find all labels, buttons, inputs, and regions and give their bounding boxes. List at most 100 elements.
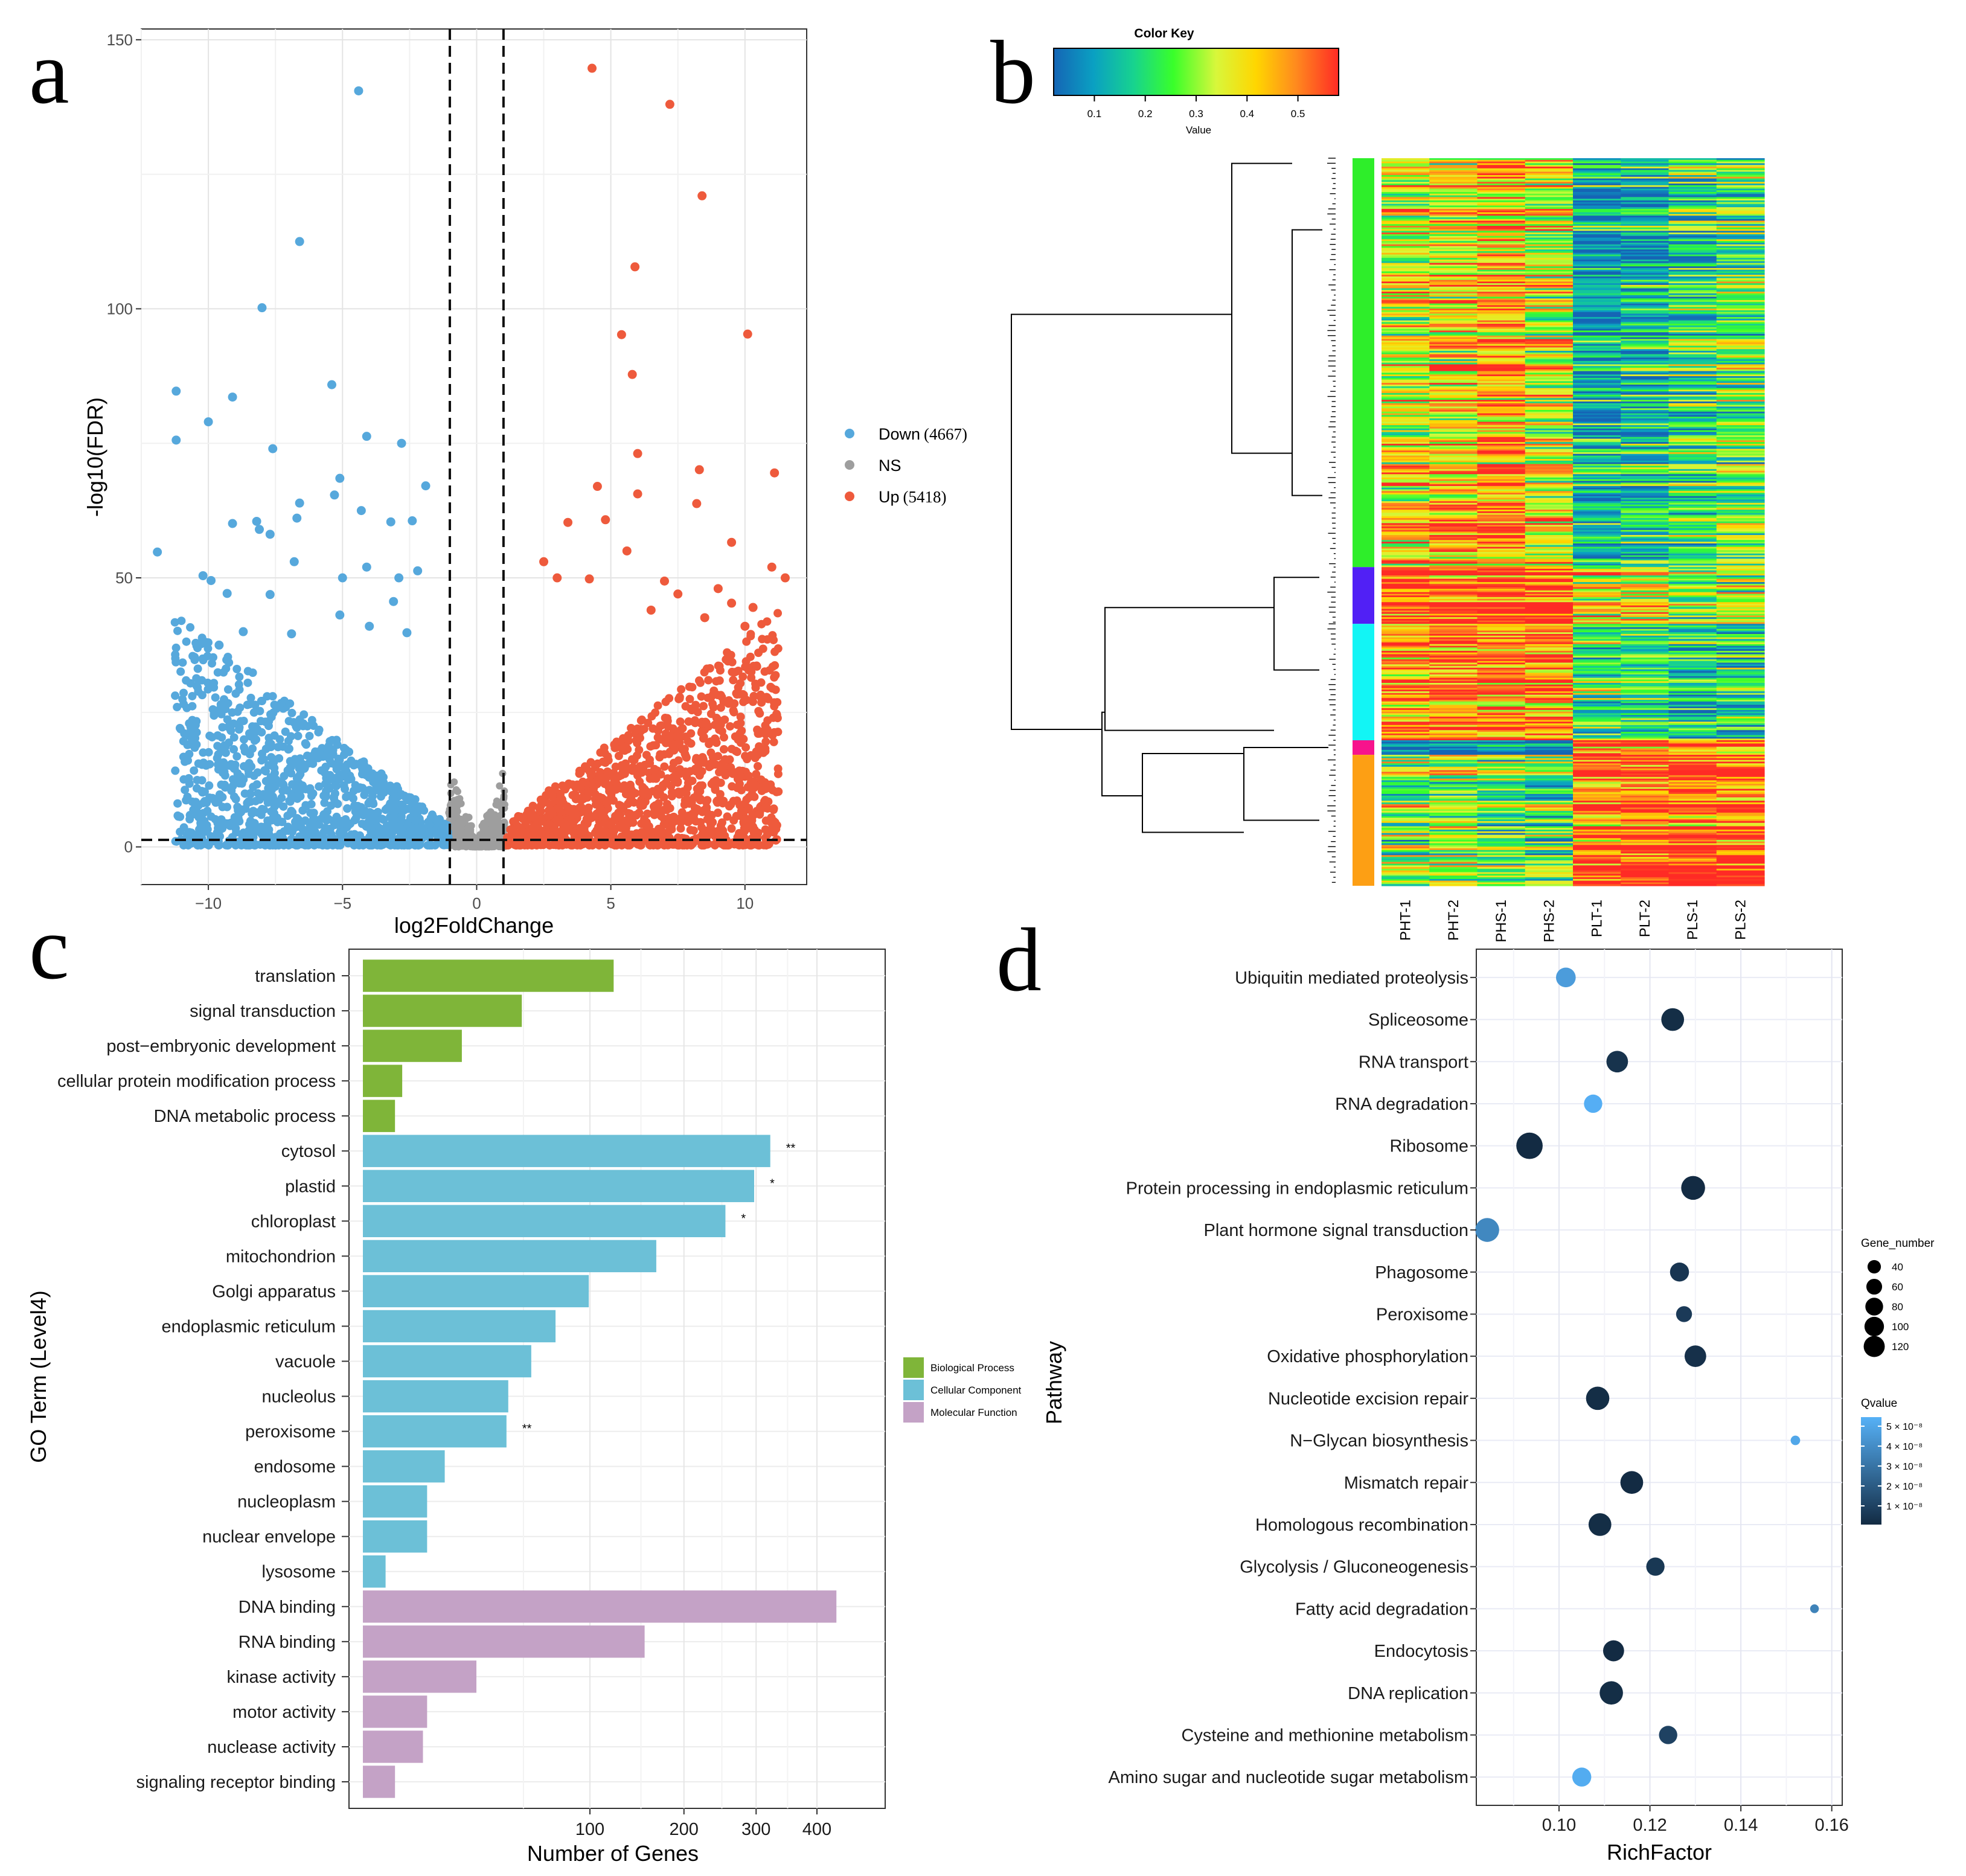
volcano-point-ns — [458, 816, 466, 824]
volcano-point-down — [335, 610, 345, 620]
volcano-point-down — [197, 691, 207, 700]
volcano-point-down — [249, 807, 258, 816]
volcano-point-up — [723, 657, 732, 666]
volcano-point-up — [716, 703, 725, 712]
volcano-point-down — [267, 753, 276, 762]
dendrogram-link — [1273, 577, 1319, 671]
volcano-point-down — [252, 516, 261, 526]
volcano-point-ns — [463, 840, 470, 848]
volcano-point-up — [702, 664, 711, 673]
volcano-point-ns — [480, 819, 488, 827]
volcano-point-up — [595, 772, 604, 781]
volcano-point-down — [240, 743, 249, 752]
volcano-point-down — [284, 745, 293, 754]
volcano-y-axis-title: -log10(FDR) — [83, 397, 107, 517]
volcano-point-down — [297, 818, 306, 827]
volcano-point-down — [270, 763, 279, 772]
volcano-point-down — [223, 699, 232, 708]
volcano-point-down — [200, 787, 209, 796]
volcano-legend-key-up — [845, 491, 854, 501]
volcano-point-down — [185, 828, 194, 837]
volcano-point-down — [270, 808, 279, 818]
volcano-point-down — [287, 629, 296, 639]
volcano-point-down — [306, 752, 315, 761]
volcano-point-down — [394, 573, 404, 583]
volcano-point-up — [755, 840, 764, 850]
volcano-x-tick-label: 0 — [472, 894, 481, 912]
volcano-point-down — [225, 821, 234, 830]
volcano-legend-count-up: (5418) — [903, 488, 947, 506]
volcano-point-down — [234, 680, 243, 689]
volcano-point-ns — [501, 801, 508, 808]
volcano-point-up — [677, 685, 686, 694]
volcano-point-up — [750, 825, 759, 834]
color-key-bar — [1053, 48, 1339, 96]
volcano-point-ns — [447, 800, 455, 808]
volcano-point-down — [286, 763, 295, 772]
volcano-point-up — [624, 736, 633, 745]
volcano-point-ns — [454, 821, 462, 828]
volcano-point-down — [251, 727, 260, 736]
volcano-point-down — [178, 658, 187, 667]
volcano-point-up — [617, 840, 626, 850]
volcano-point-up — [711, 840, 720, 850]
volcano-point-up — [698, 753, 707, 762]
volcano-point-down — [373, 786, 382, 795]
volcano-point-down — [335, 840, 344, 849]
volcano-point-down — [171, 654, 180, 663]
volcano-point-down — [358, 784, 367, 793]
volcano-point-down — [411, 816, 420, 825]
volcano-point-down — [235, 673, 244, 682]
volcano-point-up — [539, 557, 549, 566]
volcano-point-down — [185, 811, 194, 820]
volcano-point-up — [600, 749, 609, 758]
volcano-point-up — [563, 517, 573, 527]
volcano-point-up — [768, 786, 777, 795]
volcano-point-up — [755, 709, 764, 718]
volcano-point-down — [327, 830, 336, 839]
volcano-point-up — [727, 598, 737, 608]
volcano-point-down — [220, 783, 229, 792]
volcano-point-down — [298, 806, 307, 815]
volcano-point-up — [720, 769, 729, 778]
volcano-point-up — [773, 769, 783, 778]
volcano-point-down — [220, 741, 229, 750]
volcano-point-down — [207, 575, 216, 585]
volcano-point-up — [564, 807, 573, 816]
volcano-point-down — [386, 517, 395, 527]
volcano-x-tick-label: 10 — [736, 894, 754, 912]
volcano-point-down — [228, 775, 237, 784]
volcano-point-down — [338, 573, 347, 583]
volcano-point-down — [260, 766, 269, 775]
volcano-point-down — [298, 722, 307, 731]
volcano-point-ns — [449, 814, 457, 822]
volcano-point-down — [229, 733, 239, 742]
volcano-point-down — [251, 796, 260, 805]
volcano-point-down — [347, 775, 356, 784]
volcano-point-up — [695, 771, 704, 780]
volcano-point-up — [624, 819, 633, 828]
volcano-point-down — [264, 717, 274, 726]
volcano-point-up — [627, 723, 636, 732]
panel-label-c: c — [29, 898, 69, 998]
volcano-legend-count-down: (4667) — [924, 425, 967, 443]
volcano-point-down — [213, 741, 222, 751]
volcano-point-up — [717, 727, 726, 736]
volcano-point-up — [708, 818, 717, 827]
volcano-point-up — [749, 810, 758, 819]
volcano-point-down — [252, 827, 261, 836]
volcano-point-down — [397, 790, 406, 799]
volcano-point-down — [186, 623, 195, 632]
volcano-x-tick-label: −5 — [333, 894, 351, 912]
volcano-point-up — [653, 701, 662, 710]
volcano-point-down — [222, 664, 231, 673]
volcano-point-down — [181, 757, 190, 766]
volcano-point-up — [770, 673, 779, 682]
volcano-point-down — [287, 807, 296, 816]
volcano-point-down — [424, 818, 433, 827]
volcano-point-down — [307, 799, 316, 808]
volcano-point-up — [584, 574, 594, 584]
volcano-point-up — [586, 770, 595, 780]
volcano-point-up — [653, 840, 662, 850]
volcano-point-down — [399, 806, 408, 815]
